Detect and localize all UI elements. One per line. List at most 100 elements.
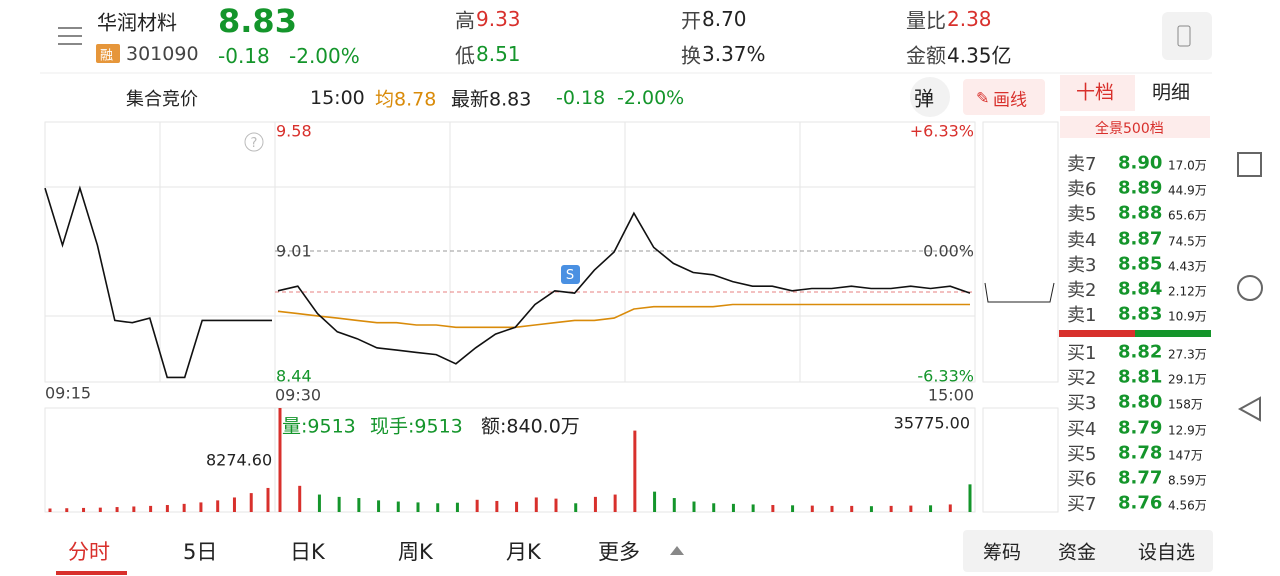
action-button[interactable]: 筹码 (983, 541, 1022, 564)
after-hours-line (984, 282, 1055, 303)
more-arrow[interactable] (670, 546, 684, 555)
book-label: 卖1 (1067, 305, 1097, 327)
book-volume: 4.56万 (1168, 498, 1207, 513)
book-divider-red (1059, 330, 1135, 337)
book-label: 卖4 (1067, 229, 1097, 251)
pre-vol-max: 8274.60 (206, 450, 273, 470)
premarket-volume-bar (48, 508, 52, 512)
book-price: 8.80 (1118, 391, 1163, 413)
bottom-tab[interactable]: 更多 (598, 540, 640, 564)
bottom-tab[interactable]: 5日 (183, 540, 218, 564)
book-price: 8.83 (1118, 303, 1163, 325)
volume-bar (672, 498, 676, 512)
tab-active[interactable]: 十档 (1076, 81, 1115, 104)
volume-bar (377, 500, 381, 512)
premarket-volume-bar (98, 507, 102, 512)
book-volume: 2.12万 (1168, 284, 1207, 299)
avg-line (277, 303, 970, 329)
time-open: 09:30 (275, 385, 322, 405)
volume-bar (633, 430, 637, 512)
draw-button[interactable] (963, 79, 1045, 115)
s-marker[interactable] (561, 265, 580, 284)
volume-bar (712, 503, 716, 512)
volume-bar (692, 501, 696, 512)
volume-bar (455, 502, 459, 512)
book-price: 8.87 (1118, 228, 1163, 250)
volume-bar (948, 504, 952, 512)
nav-home[interactable] (1237, 275, 1263, 301)
action-button[interactable]: 资金 (1058, 541, 1097, 564)
book-label: 卖3 (1067, 254, 1097, 276)
book-label: 买3 (1067, 393, 1097, 415)
book-label: 买5 (1067, 443, 1097, 465)
premarket-volume-bar (249, 493, 253, 512)
book-label: 卖5 (1067, 204, 1097, 226)
bottom-tab[interactable]: 分时 (68, 540, 110, 564)
popup-button[interactable] (910, 77, 950, 117)
bottom-tab[interactable]: 周K (398, 540, 433, 564)
volume-bar (495, 500, 499, 512)
panorama-bg (1060, 116, 1210, 138)
nav-back[interactable] (1237, 396, 1261, 422)
premarket-volume-bar (266, 487, 270, 512)
premarket-volume-bar (65, 508, 69, 512)
hand-label: 现手:9513 (370, 415, 463, 438)
premarket-volume-bar (82, 507, 86, 512)
tab-bg (1060, 75, 1135, 111)
badge: 融 (100, 48, 114, 64)
latest: 最新8.83 (451, 88, 532, 111)
change-pct: -2.00% (289, 44, 360, 68)
bottom-tab[interactable]: 日K (290, 540, 325, 564)
price: 8.83 (218, 2, 297, 40)
book-volume: 74.5万 (1168, 234, 1207, 249)
stat-value: 8.70 (702, 7, 747, 31)
premarket-volume-bar (199, 502, 203, 512)
action-button[interactable]: 设自选 (1138, 541, 1196, 564)
book-volume: 65.6万 (1168, 208, 1207, 223)
volume-bar (810, 505, 814, 512)
bottom-tab[interactable]: 月K (506, 540, 541, 564)
price-high: 9.58 (276, 121, 312, 141)
premarket-volume-bar (132, 506, 136, 512)
s-marker-text: S (566, 268, 574, 283)
help-icon[interactable] (244, 132, 264, 152)
volume-bar (317, 494, 321, 512)
volume-bar (278, 408, 282, 512)
vol-max: 35775.00 (893, 413, 970, 433)
book-volume: 29.1万 (1168, 372, 1207, 387)
book-volume: 147万 (1168, 448, 1203, 463)
badge-bg (96, 44, 120, 63)
volume-bar (771, 505, 775, 512)
tab[interactable]: 明细 (1152, 81, 1191, 104)
stat-value: 8.51 (476, 42, 521, 66)
premarket-volume-bar (232, 497, 236, 512)
volume-bar (574, 503, 578, 512)
premarket-volume-bar (165, 505, 169, 512)
stock-name: 华润材料 (97, 10, 177, 35)
draw-label[interactable]: 画线 (993, 90, 1027, 111)
book-volume: 44.9万 (1168, 183, 1207, 198)
stat-label: 换 (681, 43, 701, 68)
price-low: 8.44 (276, 366, 312, 386)
volume-bar (850, 505, 854, 512)
avg: 均8.78 (375, 88, 437, 111)
popup-label[interactable]: 弹 (914, 86, 934, 111)
volume-bar (889, 505, 893, 512)
amount-label: 额:840.0万 (481, 415, 580, 438)
volume-bar (436, 503, 440, 512)
menu-icon[interactable] (58, 27, 82, 45)
stat-value: 2.38 (947, 7, 992, 31)
pct-mid: 0.00% (923, 241, 974, 261)
sub-change-pct: -2.00% (617, 87, 685, 109)
volume-bar (653, 491, 657, 512)
volume-bar (593, 496, 597, 512)
device-button[interactable] (1162, 12, 1212, 60)
volume-bar (968, 484, 972, 512)
time: 15:00 (310, 87, 365, 109)
book-price: 8.89 (1118, 177, 1163, 199)
nav-recent[interactable] (1237, 152, 1262, 177)
panorama[interactable]: 全景500档 (1095, 121, 1164, 137)
mode: 集合竞价 (126, 89, 198, 110)
